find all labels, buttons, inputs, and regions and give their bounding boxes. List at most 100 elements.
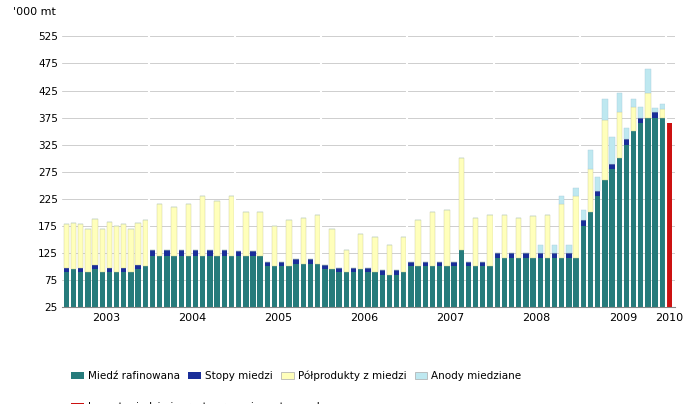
Bar (409, 262, 413, 267)
Bar (92, 269, 98, 320)
Bar (516, 258, 522, 320)
Bar (552, 258, 557, 320)
Bar (63, 224, 69, 267)
Bar (588, 213, 593, 320)
Bar (595, 196, 600, 320)
Bar (99, 229, 105, 272)
Bar (300, 218, 306, 264)
Bar (430, 267, 435, 320)
Bar (495, 258, 500, 320)
Bar (372, 237, 378, 272)
Bar (444, 210, 450, 267)
Text: '000 mt: '000 mt (13, 7, 56, 17)
Bar (415, 267, 421, 320)
Bar (537, 245, 543, 253)
Bar (631, 99, 636, 107)
Bar (638, 107, 644, 118)
Bar (595, 191, 600, 196)
Bar (609, 169, 615, 320)
Bar (193, 256, 198, 320)
Bar (638, 123, 644, 320)
Bar (523, 258, 528, 320)
Bar (552, 253, 557, 258)
Bar (617, 158, 622, 320)
Bar (157, 256, 163, 320)
Bar (92, 219, 98, 265)
Bar (523, 253, 528, 258)
Bar (466, 267, 471, 320)
Bar (243, 213, 249, 256)
Bar (409, 267, 413, 320)
Bar (516, 218, 522, 258)
Bar (92, 265, 98, 269)
Bar (308, 264, 313, 320)
Bar (265, 262, 270, 267)
Bar (617, 93, 622, 112)
Bar (351, 272, 356, 320)
Bar (617, 112, 622, 158)
Bar (315, 264, 320, 320)
Bar (107, 221, 112, 267)
Bar (473, 218, 478, 267)
Bar (595, 177, 600, 191)
Bar (559, 258, 564, 320)
Bar (652, 108, 658, 112)
Bar (121, 267, 127, 272)
Bar (552, 245, 557, 253)
Bar (114, 226, 119, 272)
Bar (566, 245, 572, 253)
Bar (207, 256, 213, 320)
Bar (573, 188, 579, 196)
Bar (294, 264, 299, 320)
Bar (128, 272, 134, 320)
Bar (545, 215, 550, 258)
Bar (236, 251, 241, 256)
Bar (164, 250, 169, 256)
Bar (279, 262, 285, 267)
Bar (200, 196, 205, 256)
Bar (559, 196, 564, 204)
Bar (214, 256, 220, 320)
Bar (99, 272, 105, 320)
Bar (387, 275, 392, 320)
Bar (537, 253, 543, 258)
Bar (652, 112, 658, 118)
Bar (531, 216, 536, 258)
Bar (451, 262, 457, 267)
Bar (272, 267, 277, 320)
Bar (71, 223, 76, 269)
Bar (207, 250, 213, 256)
Bar (387, 245, 392, 275)
Bar (365, 272, 371, 320)
Bar (437, 262, 442, 267)
Bar (229, 256, 234, 320)
Bar (157, 204, 163, 256)
Bar (645, 93, 650, 118)
Bar (322, 269, 327, 320)
Bar (508, 253, 514, 258)
Bar (143, 221, 148, 267)
Bar (422, 267, 428, 320)
Bar (602, 120, 608, 180)
Bar (128, 229, 134, 272)
Bar (480, 267, 486, 320)
Bar (581, 226, 586, 320)
Bar (178, 250, 184, 256)
Bar (351, 267, 356, 272)
Bar (645, 118, 650, 320)
Bar (444, 267, 450, 320)
Bar (588, 150, 593, 169)
Bar (279, 267, 285, 320)
Bar (609, 164, 615, 169)
Bar (365, 267, 371, 272)
Bar (372, 272, 378, 320)
Bar (581, 221, 586, 226)
Bar (78, 267, 83, 272)
Bar (121, 224, 127, 267)
Bar (329, 229, 335, 269)
Bar (581, 210, 586, 221)
Bar (136, 223, 141, 265)
Bar (652, 118, 658, 320)
Bar (121, 272, 127, 320)
Bar (78, 224, 83, 267)
